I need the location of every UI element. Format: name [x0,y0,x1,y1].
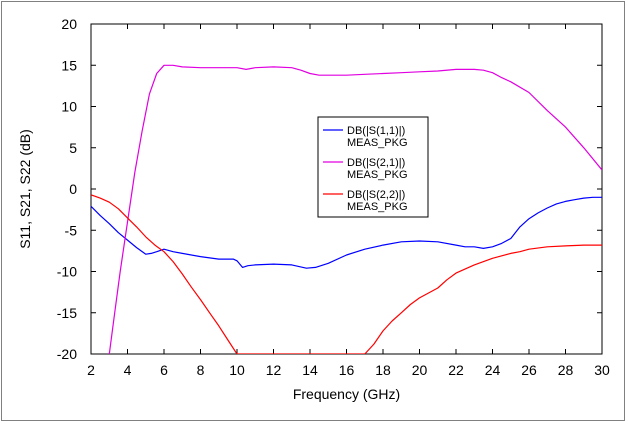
x-tick-label: 14 [302,362,318,378]
y-tick-label: 20 [61,16,77,32]
x-tick-label: 10 [229,362,245,378]
x-tick-label: 24 [485,362,501,378]
legend-entry-subname: MEAS_PKG [347,169,408,181]
y-tick-label: 10 [61,99,77,115]
x-tick-label: 22 [448,362,464,378]
legend-box [317,116,429,218]
y-tick-label: -15 [57,305,77,321]
x-axis: 2 4 6 8 10 12 14 16 18 20 22 24 26 28 30 [87,24,610,378]
x-tick-label: 20 [412,362,428,378]
series-line-2 [108,64,602,354]
x-tick-label: 18 [375,362,391,378]
x-axis-title: Frequency (GHz) [293,386,400,402]
x-tick-label: 26 [521,362,537,378]
y-tick-label: -5 [65,222,78,238]
legend: DB(|S(1,1)|)MEAS_PKGDB(|S(2,1)|)MEAS_PKG… [317,116,429,218]
x-tick-label: 4 [124,362,132,378]
x-tick-label: 6 [160,362,168,378]
x-tick-label: 12 [266,362,282,378]
series-line-1 [91,196,602,269]
y-tick-label: -20 [57,346,77,362]
chart-svg: 2 4 6 8 10 12 14 16 18 20 22 24 26 28 30 -20-15-10-505… [17,16,610,402]
y-tick-label: 0 [69,181,77,197]
x-tick-label: 28 [558,362,574,378]
y-axis-title: S11, S21, S22 (dB) [17,129,33,249]
series-layer [91,64,602,354]
y-tick-label: 15 [61,57,77,73]
legend-entry-name: DB(|S(1,1)|) [347,125,405,137]
y-axis: -20 -15 -10 -5 0 5 10 15 20 [57,16,602,362]
legend-entry-subname: MEAS_PKG [347,201,408,213]
legend-entry-subname: MEAS_PKG [347,137,408,149]
x-tick-label: 8 [197,362,205,378]
series-line-3 [91,194,602,354]
y-tick-label: 5 [69,140,77,156]
x-tick-label: 2 [87,362,95,378]
legend-entry-name: DB(|S(2,1)|) [347,157,405,169]
x-tick-label: 30 [594,362,610,378]
x-tick-label: 16 [339,362,355,378]
legend-entry-name: DB(|S(2,2)|) [347,189,405,201]
y-tick-label: -10 [57,264,77,280]
